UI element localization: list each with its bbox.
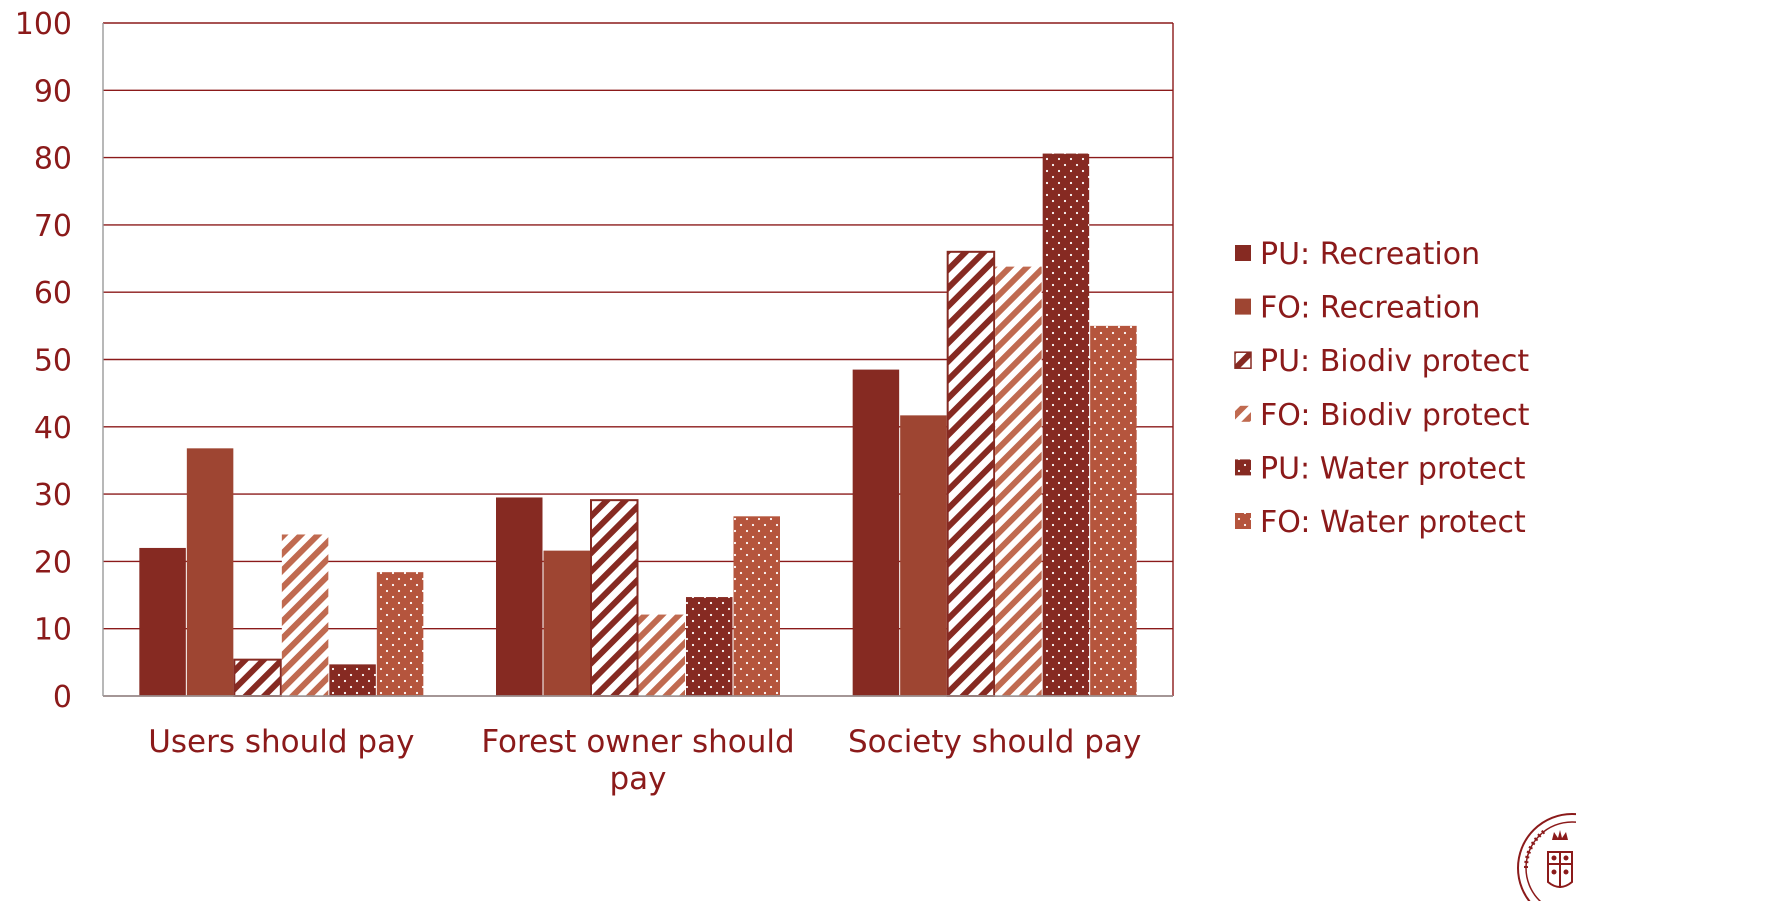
y-tick-label: 90 [34,74,72,109]
legend-swatch [1235,405,1251,422]
bar [233,658,282,698]
legend-item[interactable]: FO: Recreation [1235,291,1480,326]
bar [139,547,186,696]
y-tick-label: 70 [34,209,72,244]
bar [543,550,590,696]
y-tick-label: 80 [34,142,72,177]
y-axis-tick-labels: 0 10 20 30 40 50 60 70 80 90 100 [15,7,72,715]
legend-label: PU: Recreation [1260,237,1480,272]
legend-swatch [1235,459,1251,476]
y-tick-label: 60 [34,276,72,311]
y-tick-label: 0 [53,680,72,715]
legend-item[interactable]: PU: Water protect [1235,451,1526,486]
x-category-label: Society should pay [848,724,1141,760]
y-tick-label: 30 [34,478,72,513]
bar [1042,153,1090,696]
bar [900,415,947,696]
bar [590,499,639,698]
y-tick-label: 20 [34,545,72,580]
legend-label: FO: Biodiv protect [1260,398,1530,433]
y-tick-label: 50 [34,344,72,379]
bar [186,448,234,696]
x-category-label: pay [609,761,666,797]
bars [139,153,1137,698]
y-tick-label: 10 [34,613,72,648]
legend-item[interactable]: FO: Biodiv protect [1235,398,1530,433]
legend-swatch [1235,513,1251,529]
legend-label: FO: Water protect [1260,505,1526,540]
legend-label: PU: Water protect [1260,451,1526,486]
legend[interactable]: PU: Recreation FO: Recreation PU: Biodiv p… [1234,237,1530,540]
x-category-label: Users should pay [148,724,414,760]
bar [686,597,733,696]
legend-swatch [1235,298,1251,315]
gridlines [103,22,1173,697]
bar [1090,325,1137,696]
legend-item[interactable]: PU: Recreation [1235,237,1480,272]
y-tick-label: 100 [15,7,72,42]
y-tick-label: 40 [34,411,72,446]
bar [946,250,996,697]
legend-label: FO: Recreation [1260,291,1480,326]
university-seal-icon [1516,812,1576,901]
legend-label: PU: Biodiv protect [1260,344,1529,379]
bar [995,266,1042,696]
bar [852,369,900,696]
bar [281,534,329,696]
bar [329,664,376,696]
legend-item[interactable]: PU: Biodiv protect [1234,344,1529,379]
legend-item[interactable]: FO: Water protect [1235,505,1526,540]
legend-swatch [1234,351,1252,369]
bar [638,614,685,696]
axes [102,23,1174,697]
bar [376,572,424,696]
x-category-label: Forest owner should [481,724,794,760]
legend-swatch [1235,245,1251,261]
bar [496,497,543,696]
bar [733,516,780,696]
